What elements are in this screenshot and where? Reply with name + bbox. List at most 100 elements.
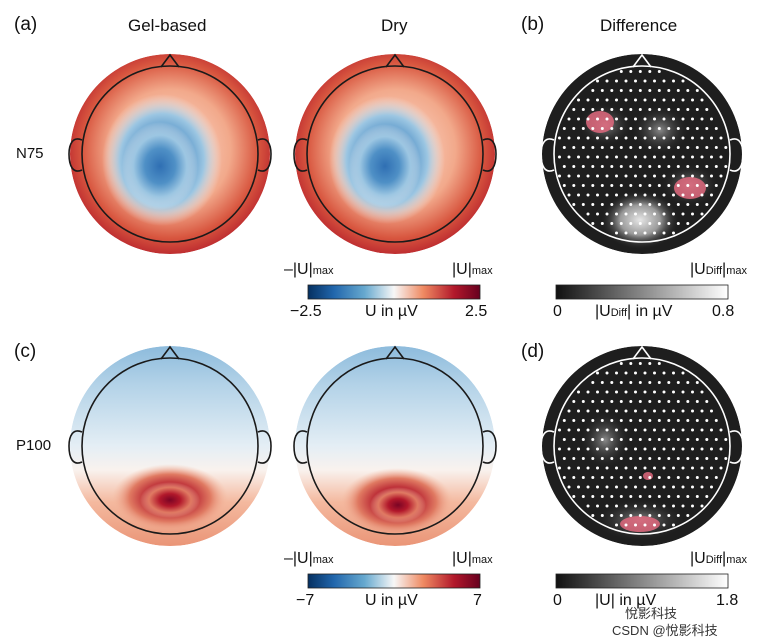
electrode-dot bbox=[596, 428, 599, 432]
electrode-dot bbox=[634, 504, 637, 508]
electrode-dot bbox=[657, 127, 661, 130]
electrode-dot bbox=[600, 381, 604, 384]
electrode-dot bbox=[710, 117, 713, 121]
electrode-dot bbox=[591, 495, 595, 498]
electrode-dot bbox=[624, 523, 628, 527]
electrode-dot bbox=[676, 146, 680, 149]
electrode-dot bbox=[648, 89, 652, 92]
colorbar-p100-min: −7 bbox=[296, 592, 315, 609]
colorbar-p100-diff-max: 1.8 bbox=[716, 592, 739, 609]
electrode-dot bbox=[714, 438, 718, 441]
electrode-dot bbox=[672, 409, 675, 413]
electrode-dot bbox=[681, 212, 685, 216]
electrode-dot bbox=[581, 476, 585, 479]
electrode-dot bbox=[691, 155, 694, 159]
electrode-dot bbox=[643, 523, 647, 527]
electrode-dot bbox=[558, 466, 561, 470]
electrode-dot bbox=[629, 203, 633, 206]
electrode-dot bbox=[648, 165, 652, 168]
topomap-n75-dry bbox=[293, 54, 497, 254]
electrode-dot bbox=[629, 362, 633, 365]
colorbar-n75-diff-max: 0.8 bbox=[712, 303, 735, 320]
electrode-dot bbox=[672, 466, 675, 470]
electrode-dot bbox=[653, 485, 656, 489]
electrode-dot bbox=[686, 184, 690, 187]
electrode-dot bbox=[624, 136, 628, 140]
electrode-dot bbox=[615, 485, 618, 489]
electrode-dot bbox=[657, 70, 661, 73]
electrode-dot bbox=[686, 495, 690, 498]
electrode-dot bbox=[705, 438, 709, 441]
electrode-dot bbox=[634, 136, 637, 140]
electrode-dot bbox=[591, 127, 595, 130]
electrode-dot bbox=[624, 371, 628, 375]
electrode-dot bbox=[629, 514, 633, 517]
electrode-dot bbox=[638, 203, 642, 206]
electrode-dot bbox=[662, 136, 666, 140]
electrode-dot bbox=[600, 165, 604, 168]
electrode-dot bbox=[567, 485, 571, 489]
electrode-dot bbox=[591, 457, 595, 460]
electrode-dot bbox=[634, 428, 637, 432]
electrode-dot bbox=[676, 165, 680, 168]
electrode-dot bbox=[634, 523, 637, 527]
electrode-dot bbox=[624, 212, 628, 216]
electrode-dot bbox=[676, 400, 680, 403]
electrode-dot bbox=[605, 117, 609, 121]
electrode-dot bbox=[653, 504, 656, 508]
electrode-dot bbox=[710, 428, 713, 432]
electrode-dot bbox=[653, 136, 656, 140]
electrode-dot bbox=[653, 523, 656, 527]
electrode-dot bbox=[572, 108, 576, 111]
electrode-dot bbox=[634, 212, 637, 216]
electrode-dot bbox=[567, 136, 571, 140]
electrode-dot bbox=[596, 155, 599, 159]
electrode-dot bbox=[615, 79, 618, 83]
electrode-dot bbox=[581, 457, 585, 460]
electrode-dot bbox=[624, 98, 628, 102]
significance-mask bbox=[728, 386, 738, 400]
electrode-dot bbox=[619, 89, 623, 92]
electrode-dot bbox=[672, 485, 675, 489]
electrode-dot bbox=[605, 466, 609, 470]
electrode-dot bbox=[567, 193, 571, 197]
electrode-dot bbox=[567, 428, 571, 432]
electrode-dot bbox=[596, 390, 599, 394]
electrode-dot bbox=[629, 165, 633, 168]
electrode-dot bbox=[562, 438, 566, 441]
electrode-dot bbox=[705, 108, 709, 111]
electrode-dot bbox=[676, 457, 680, 460]
electrode-dot bbox=[638, 70, 642, 73]
electrode-dot bbox=[591, 400, 595, 403]
electrode-dot bbox=[562, 476, 566, 479]
electrode-dot bbox=[691, 117, 694, 121]
colorbar-p100-unit: U in µV bbox=[365, 592, 418, 609]
electrode-dot bbox=[648, 381, 652, 384]
electrode-dot bbox=[562, 419, 566, 422]
electrode-dot bbox=[653, 174, 656, 178]
electrode-dot bbox=[686, 419, 690, 422]
electrode-dot bbox=[577, 447, 580, 451]
electrode-dot bbox=[558, 155, 561, 159]
electrode-dot bbox=[676, 495, 680, 498]
electrode-dot bbox=[610, 381, 614, 384]
electrode-dot bbox=[653, 117, 656, 121]
colorbar-p100-diff-unit: |U| in µV bbox=[595, 592, 657, 609]
electrode-dot bbox=[572, 495, 576, 498]
electrode-dot bbox=[600, 89, 604, 92]
electrode-dot bbox=[586, 409, 590, 413]
electrode-dot bbox=[591, 438, 595, 441]
electrode-dot bbox=[653, 371, 656, 375]
electrode-dot bbox=[657, 419, 661, 422]
electrode-dot bbox=[629, 400, 633, 403]
electrode-dot bbox=[624, 231, 628, 235]
electrode-dot bbox=[615, 447, 618, 451]
electrode-dot bbox=[657, 495, 661, 498]
electrode-dot bbox=[596, 504, 599, 508]
electrode-dot bbox=[605, 409, 609, 413]
electrode-dot bbox=[710, 174, 713, 178]
watermark-brand: 悅影科技 bbox=[625, 606, 678, 621]
electrode-dot bbox=[605, 428, 609, 432]
significance-mask bbox=[643, 472, 653, 480]
electrode-dot bbox=[662, 117, 666, 121]
